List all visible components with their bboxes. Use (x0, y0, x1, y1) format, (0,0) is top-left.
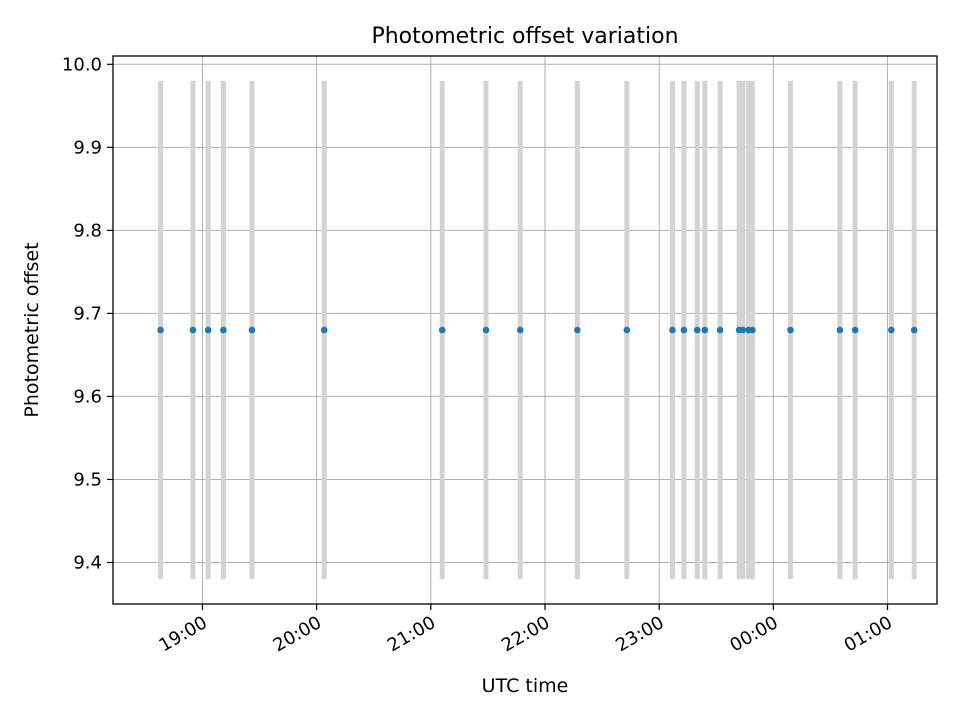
data-point (438, 326, 446, 334)
data-point (623, 326, 631, 334)
data-point (516, 326, 524, 334)
data-point (836, 326, 844, 334)
data-point (787, 326, 794, 334)
y-tick-label: 10.0 (62, 54, 102, 75)
y-tick-label: 9.7 (73, 303, 102, 324)
plot-frame (112, 55, 938, 605)
error-bars (158, 80, 917, 580)
x-tick-label: 00:00 (726, 612, 781, 656)
data-point (482, 326, 490, 334)
x-tick-label: 20:00 (270, 612, 325, 656)
data-point (701, 326, 709, 334)
data-point (669, 326, 676, 334)
data-point (680, 326, 688, 334)
y-tick-label: 9.4 (73, 552, 102, 573)
data-point (157, 326, 164, 334)
data-point (574, 326, 581, 334)
x-tick-label: 21:00 (384, 612, 439, 656)
x-axis-label: UTC time (482, 675, 569, 697)
data-point (888, 326, 895, 334)
y-tick-label: 9.6 (73, 386, 102, 407)
y-tick-label: 9.8 (73, 220, 102, 241)
x-tick-label: 19:00 (156, 612, 211, 656)
data-point (716, 326, 724, 334)
data-point (204, 326, 212, 334)
data-point (749, 326, 756, 334)
y-tick-label: 9.5 (73, 469, 102, 490)
data-point (851, 326, 859, 334)
chart-title: Photometric offset variation (371, 24, 678, 49)
y-axis-label: Photometric offset (21, 242, 43, 417)
x-tick-label: 01:00 (841, 612, 896, 656)
data-point (189, 326, 197, 334)
data-point (693, 326, 701, 334)
x-tick-label: 23:00 (612, 612, 667, 656)
data-points (157, 326, 918, 334)
y-tick-label: 9.9 (73, 137, 102, 158)
x-tick-label: 22:00 (498, 612, 553, 656)
y-axis-ticks: 9.4 9.5 9.6 9.7 9.8 9.9 10.0 (62, 54, 113, 573)
data-point (248, 326, 256, 334)
x-axis-ticks: 19:00 20:00 21:00 22:00 23:00 00:00 01:00 (156, 604, 896, 656)
grid-layer (113, 56, 937, 604)
data-point (220, 326, 227, 334)
data-point (910, 326, 918, 334)
data-point (320, 326, 328, 334)
data-point (739, 326, 747, 334)
